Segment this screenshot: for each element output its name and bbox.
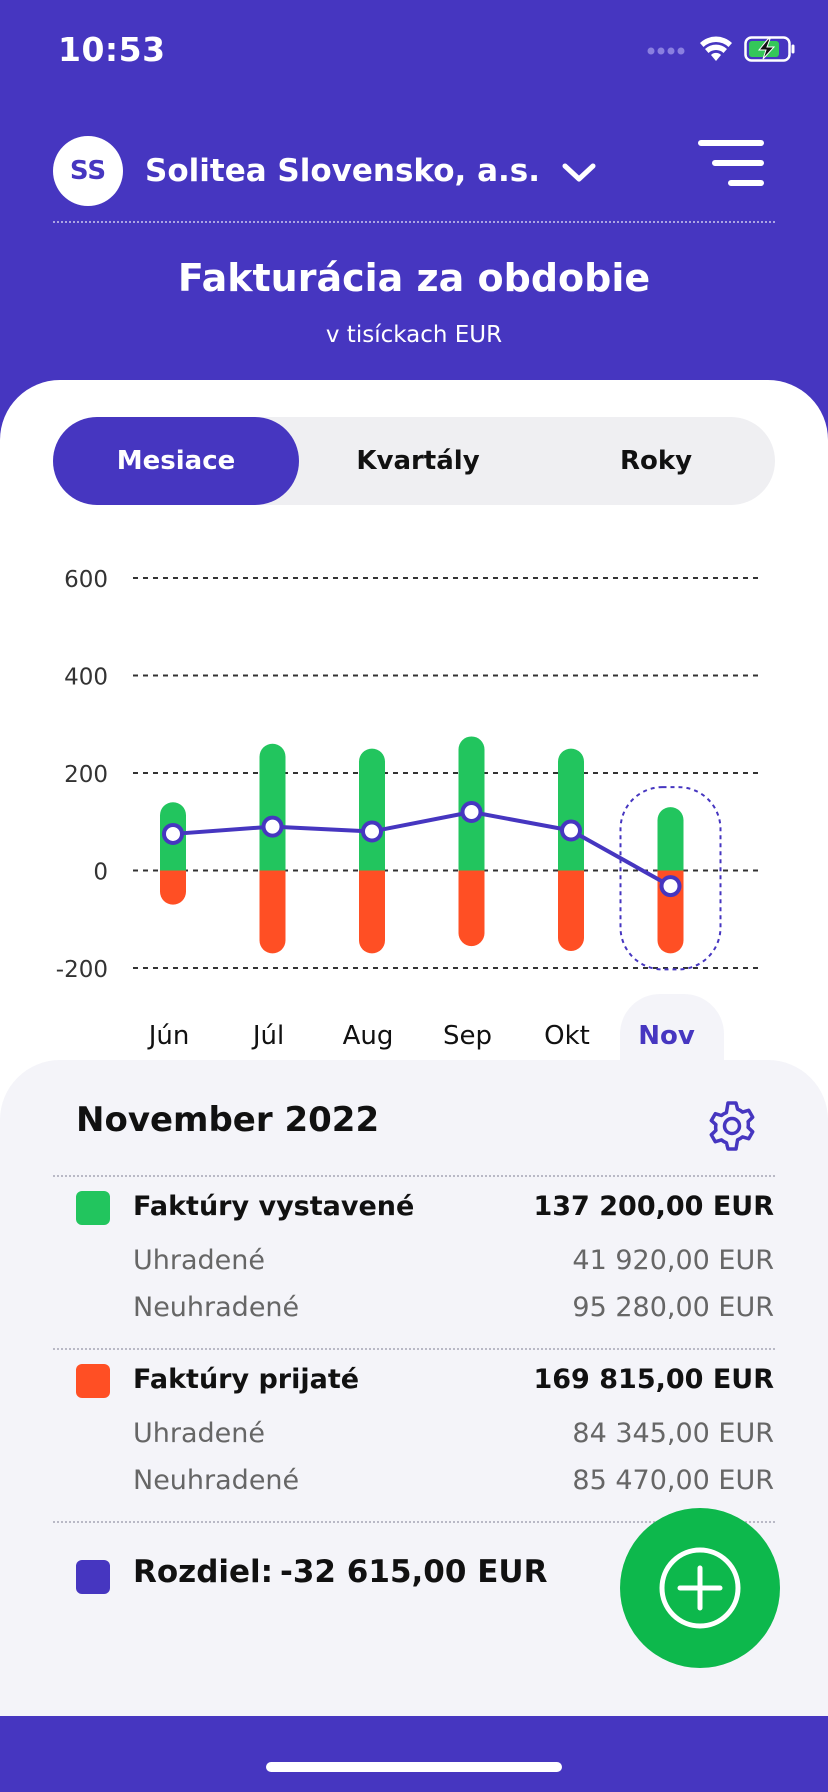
received-paid-value: 84 345,00 EUR <box>572 1418 774 1449</box>
difference-value: -32 615,00 EUR <box>280 1554 548 1590</box>
tab-quarters[interactable]: Kvartály <box>356 446 480 476</box>
difference-label: Rozdiel: <box>133 1554 274 1590</box>
difference-point <box>361 820 383 843</box>
x-tick-label[interactable]: Aug <box>343 1021 394 1051</box>
summary-divider <box>53 1348 775 1350</box>
plus-circle-icon <box>659 1547 741 1629</box>
wifi-icon <box>700 36 732 61</box>
difference-point <box>560 819 582 842</box>
bottom-bar <box>0 1716 828 1792</box>
received-bar <box>558 870 584 951</box>
page-subtitle: v tisíckach EUR <box>325 322 503 348</box>
difference-point <box>460 801 483 823</box>
y-tick-label: 0 <box>93 860 108 886</box>
x-axis-labels: Jún Júl Aug Sep Okt Nov <box>147 1021 695 1051</box>
received-bar <box>458 870 485 947</box>
summary-divider <box>53 1175 775 1177</box>
page-title: Fakturácia za obdobie <box>177 256 651 300</box>
difference-point <box>162 822 184 845</box>
x-tick-label[interactable]: Okt <box>544 1021 590 1051</box>
x-tick-label-selected[interactable]: Nov <box>638 1021 695 1051</box>
y-tick-label: -200 <box>56 957 108 983</box>
y-tick-label: 400 <box>64 665 108 691</box>
status-icons <box>646 36 796 62</box>
battery-charging-icon <box>744 36 795 62</box>
x-tick-label[interactable]: Jún <box>147 1021 190 1051</box>
chevron-down-icon <box>562 163 596 182</box>
issued-paid-value: 41 920,00 EUR <box>572 1245 774 1276</box>
y-tick-label: 600 <box>64 567 108 593</box>
signal-icon <box>647 47 685 55</box>
menu-icon[interactable] <box>698 140 764 186</box>
add-button[interactable] <box>620 1508 780 1668</box>
invoicing-chart: 600 400 200 0 -200 <box>56 567 758 983</box>
status-bar: 10:53 <box>0 0 828 100</box>
issued-bar <box>657 807 684 871</box>
tab-years[interactable]: Roky <box>619 446 693 476</box>
difference-legend-swatch <box>76 1560 110 1594</box>
period-tabs: Mesiace Kvartály Roky <box>53 417 775 505</box>
issued-bar <box>359 748 385 871</box>
avatar: SS <box>53 136 123 206</box>
issued-bar <box>259 743 286 871</box>
received-unpaid-value: 85 470,00 EUR <box>572 1465 774 1496</box>
received-bar <box>160 870 186 905</box>
issued-unpaid-value: 95 280,00 EUR <box>572 1292 774 1323</box>
x-tick-label[interactable]: Júl <box>251 1021 284 1051</box>
received-legend-swatch <box>76 1364 110 1398</box>
difference-point <box>659 875 682 898</box>
received-total: 169 815,00 EUR <box>533 1364 774 1395</box>
issued-legend-swatch <box>76 1191 110 1225</box>
gear-icon[interactable] <box>706 1100 758 1152</box>
issued-bar <box>558 748 584 871</box>
header-divider <box>53 221 775 223</box>
company-selector[interactable]: SS Solitea Slovensko, a.s. <box>53 136 596 206</box>
summary-title: November 2022 <box>76 1100 380 1140</box>
selected-bar-highlight <box>619 786 722 971</box>
received-unpaid-label: Neuhradené <box>133 1465 300 1496</box>
difference-line <box>172 810 672 888</box>
received-label: Faktúry prijaté <box>133 1364 360 1395</box>
issued-total: 137 200,00 EUR <box>533 1191 774 1222</box>
received-bar <box>259 870 286 954</box>
company-name: Solitea Slovensko, a.s. <box>145 153 541 189</box>
x-tick-label[interactable]: Sep <box>443 1021 492 1051</box>
received-bar <box>359 870 385 954</box>
received-paid-label: Uhradené <box>133 1418 265 1449</box>
y-tick-label: 200 <box>64 762 108 788</box>
home-indicator <box>266 1762 562 1772</box>
selected-month-tab <box>620 994 724 1094</box>
summary-divider <box>53 1521 775 1523</box>
status-time: 10:53 <box>58 30 166 69</box>
difference-point <box>261 815 284 838</box>
issued-paid-label: Uhradené <box>133 1245 265 1276</box>
issued-unpaid-label: Neuhradené <box>133 1292 300 1323</box>
issued-label: Faktúry vystavené <box>133 1191 415 1222</box>
tab-months[interactable]: Mesiace <box>53 417 299 505</box>
